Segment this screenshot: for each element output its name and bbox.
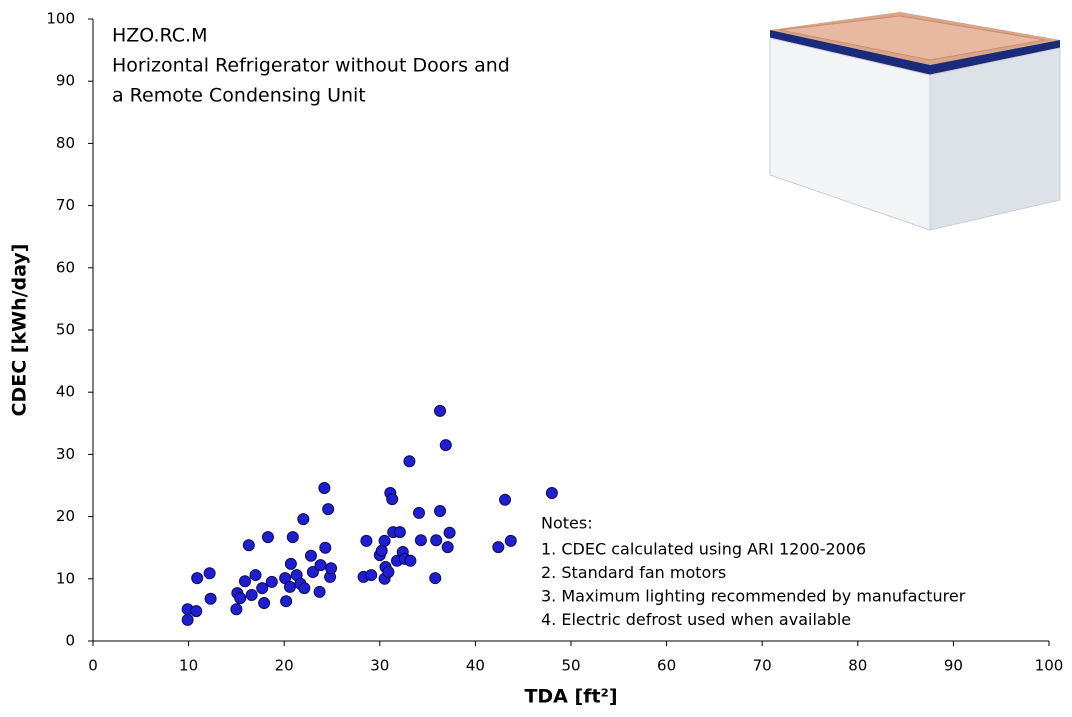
point — [545, 486, 558, 499]
point — [191, 572, 204, 585]
x-tick-label: 60 — [657, 657, 676, 675]
point — [256, 582, 269, 595]
point — [190, 605, 203, 618]
point — [314, 559, 327, 572]
y-tick-label: 80 — [56, 134, 75, 152]
note: 2. Standard fan motors — [541, 563, 726, 582]
x-tick-label: 40 — [466, 657, 485, 675]
point — [325, 562, 338, 575]
note: 1. CDEC calculated using ARI 1200-2006 — [541, 540, 866, 559]
x-tick-label: 50 — [561, 657, 580, 675]
point — [365, 569, 378, 582]
product-photo — [769, 12, 1061, 231]
y-tick-label: 30 — [56, 445, 75, 463]
point — [306, 565, 319, 578]
y-tick-label: 90 — [56, 72, 75, 90]
point — [258, 597, 271, 610]
point — [313, 585, 326, 598]
point — [412, 506, 425, 519]
notes-title: Notes: — [541, 514, 593, 533]
x-axis-title: TDA [ft²] — [524, 686, 617, 708]
title-line: HZO.RC.M — [112, 25, 207, 47]
point — [265, 575, 278, 588]
x-tick-label: 90 — [944, 657, 963, 675]
point — [304, 549, 317, 562]
y-axis-title: CDEC [kWh/day] — [9, 244, 31, 417]
point — [386, 493, 399, 506]
y-tick-label: 100 — [46, 10, 75, 28]
point — [429, 572, 442, 585]
point — [245, 588, 258, 601]
y-tick-label: 60 — [56, 258, 75, 276]
y-tick-label: 0 — [65, 632, 75, 650]
point — [181, 613, 194, 626]
point — [284, 557, 297, 570]
point — [234, 592, 247, 605]
point — [439, 439, 452, 452]
x-tick-label: 70 — [753, 657, 772, 675]
x-tick-label: 100 — [1035, 657, 1064, 675]
note: 3. Maximum lighting recommended by manuf… — [541, 587, 966, 606]
point — [297, 513, 310, 526]
point — [318, 481, 331, 494]
point — [360, 534, 373, 547]
point — [280, 595, 293, 608]
point — [283, 580, 296, 593]
y-tick-label: 40 — [56, 383, 75, 401]
x-tick-label: 30 — [370, 657, 389, 675]
point — [239, 575, 252, 588]
y-tick-label: 10 — [56, 569, 75, 587]
point — [499, 493, 512, 506]
point — [434, 404, 447, 417]
point — [375, 544, 388, 557]
point — [430, 534, 443, 547]
point — [382, 565, 395, 578]
point — [403, 455, 416, 468]
x-tick-label: 10 — [179, 657, 198, 675]
point — [378, 534, 391, 547]
point — [298, 582, 311, 595]
point — [230, 603, 243, 616]
point — [203, 567, 216, 580]
x-tick-label: 20 — [275, 657, 294, 675]
y-tick-label: 50 — [56, 321, 75, 339]
point — [443, 526, 456, 539]
y-tick-label: 70 — [56, 196, 75, 214]
point — [322, 503, 335, 516]
point — [242, 539, 255, 552]
point — [504, 534, 517, 547]
point — [286, 531, 299, 544]
point — [492, 541, 505, 554]
x-tick-label: 80 — [848, 657, 867, 675]
point — [434, 505, 447, 518]
point — [261, 531, 274, 544]
point — [319, 541, 332, 554]
point — [404, 554, 417, 567]
title-line: a Remote Condensing Unit — [112, 85, 366, 107]
title-line: Horizontal Refrigerator without Doors an… — [112, 55, 510, 77]
point — [393, 526, 406, 539]
point — [441, 541, 454, 554]
point — [414, 534, 427, 547]
x-tick-label: 0 — [88, 657, 98, 675]
point — [249, 569, 262, 582]
note: 4. Electric defrost used when available — [541, 610, 851, 629]
point — [204, 592, 217, 605]
y-tick-label: 20 — [56, 507, 75, 525]
